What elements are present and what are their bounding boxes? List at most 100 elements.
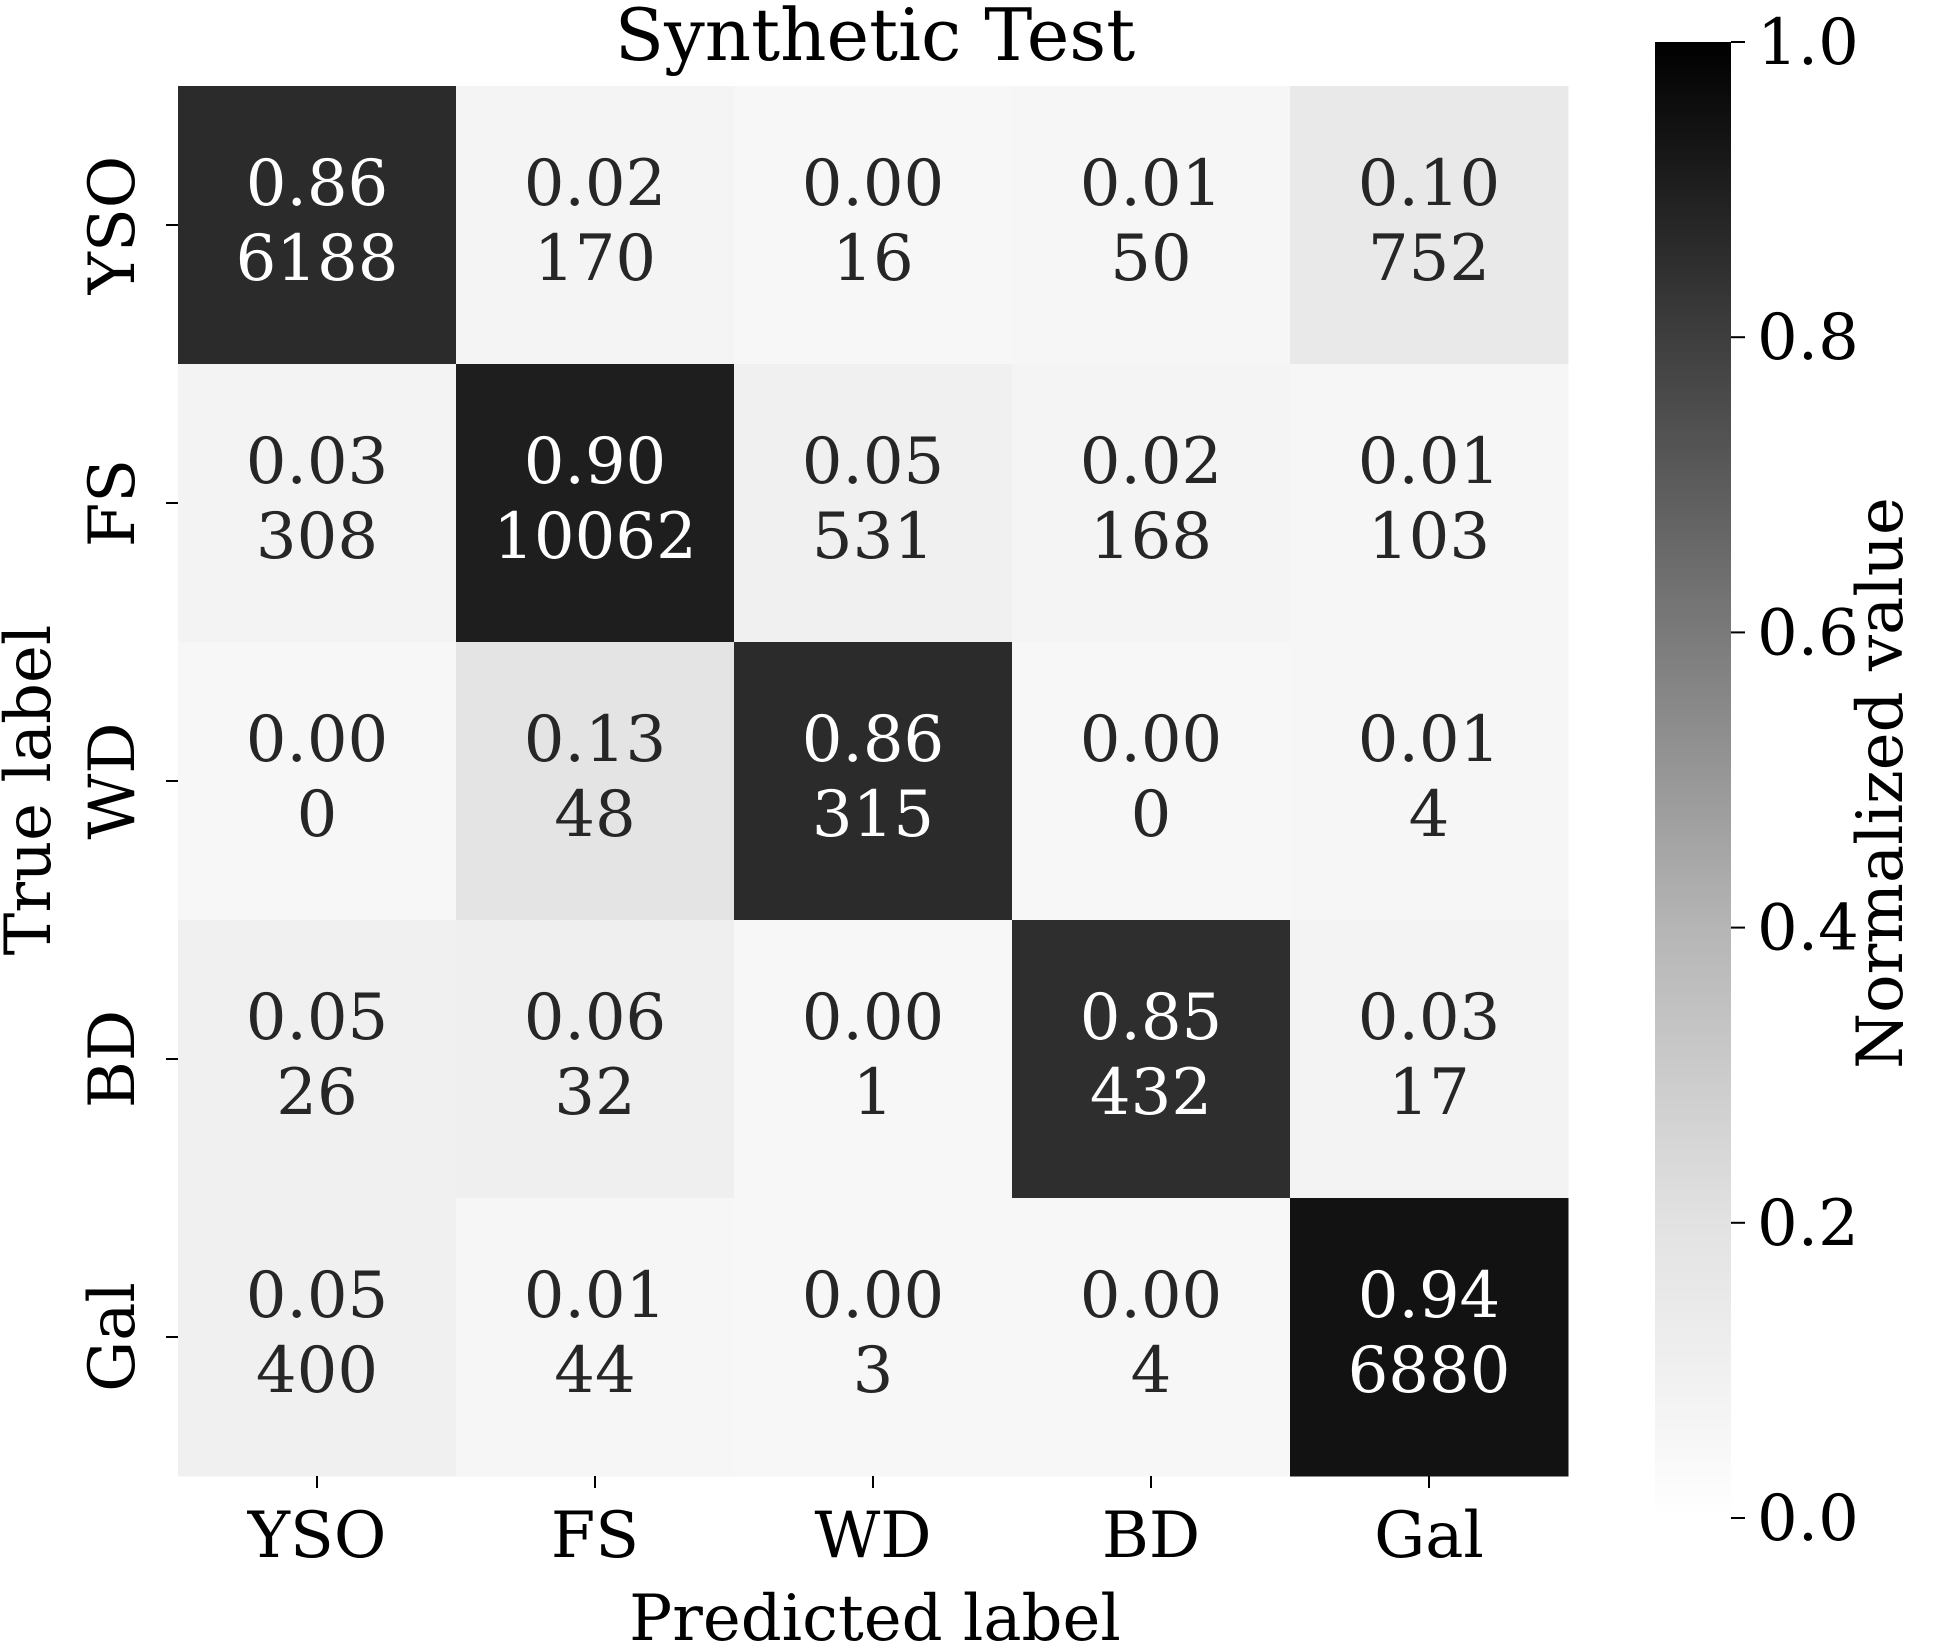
heatmap-cell-rect (1012, 642, 1291, 921)
cell-count-value: 44 (554, 1334, 635, 1408)
colorbar-tick-label: 0.2 (1757, 1187, 1859, 1261)
cell-count-value: 26 (276, 1056, 357, 1130)
cell-normalized-value: 0.01 (1358, 703, 1501, 777)
y-tick-label: FS (76, 459, 150, 547)
cell-count-value: 48 (554, 778, 635, 852)
heatmap-cell-rect (1290, 920, 1569, 1199)
y-tick-label: BD (76, 1010, 150, 1108)
cell-count-value: 400 (256, 1334, 378, 1408)
colorbar-tick-label: 1.0 (1757, 6, 1859, 80)
heatmap-cell-rect (734, 642, 1013, 921)
colorbar-tick-label: 0.6 (1757, 596, 1859, 670)
cell-count-value: 0 (1131, 778, 1172, 852)
heatmap-cell-rect (734, 920, 1013, 1199)
cell-normalized-value: 0.03 (1358, 981, 1501, 1055)
cell-normalized-value: 0.86 (802, 703, 945, 777)
heatmap-cell-rect (1012, 364, 1291, 643)
x-tick-label: FS (551, 1499, 639, 1573)
cell-normalized-value: 0.06 (524, 981, 667, 1055)
cell-count-value: 6880 (1348, 1334, 1511, 1408)
heatmap-cell: 0.014 (1290, 642, 1569, 921)
heatmap-cell-rect (734, 1198, 1013, 1477)
heatmap-cell-rect (734, 364, 1013, 643)
colorbar-label: Normalized value (1844, 497, 1918, 1069)
cell-count-value: 4 (1131, 1334, 1172, 1408)
y-tick-label: Gal (76, 1282, 150, 1392)
x-axis: YSO FS WD BD Gal (247, 1476, 1484, 1573)
cell-normalized-value: 0.03 (246, 425, 389, 499)
heatmap-cell-rect (734, 86, 1013, 365)
heatmap-cell-rect (456, 920, 735, 1199)
heatmap-cells: 0.8661880.021700.00160.01500.107520.0330… (178, 86, 1569, 1477)
cell-normalized-value: 0.00 (802, 1259, 945, 1333)
cell-normalized-value: 0.00 (1080, 1259, 1223, 1333)
heatmap-cell: 0.003 (734, 1198, 1013, 1477)
cell-normalized-value: 0.01 (1358, 425, 1501, 499)
cell-count-value: 168 (1090, 500, 1212, 574)
heatmap-cell: 0.001 (734, 920, 1013, 1199)
colorbar: 0.0 0.2 0.4 0.6 0.8 1.0 (1655, 6, 1859, 1556)
heatmap-cell-rect (1290, 364, 1569, 643)
cell-normalized-value: 0.00 (1080, 703, 1223, 777)
y-tick-label: WD (76, 722, 150, 839)
y-tick-label: YSO (76, 156, 150, 296)
heatmap-cell: 0.004 (1012, 1198, 1291, 1477)
x-axis-label: Predicted label (629, 1582, 1121, 1641)
cell-count-value: 3 (853, 1334, 894, 1408)
cell-normalized-value: 0.01 (524, 1259, 667, 1333)
cell-normalized-value: 0.00 (802, 147, 945, 221)
cell-normalized-value: 0.05 (802, 425, 945, 499)
colorbar-tick-label: 0.4 (1757, 892, 1859, 966)
cell-normalized-value: 0.00 (246, 703, 389, 777)
heatmap-cell-rect (1012, 1198, 1291, 1477)
heatmap-cell-rect (178, 86, 457, 365)
cell-count-value: 32 (554, 1056, 635, 1130)
cell-normalized-value: 0.02 (1080, 425, 1223, 499)
heatmap-cell-rect (178, 1198, 457, 1477)
cell-normalized-value: 0.01 (1080, 147, 1223, 221)
cell-normalized-value: 0.00 (802, 981, 945, 1055)
x-tick-label: Gal (1374, 1499, 1484, 1573)
heatmap-cell-rect (1012, 86, 1291, 365)
heatmap-cell-rect (1012, 920, 1291, 1199)
y-axis-label: True label (0, 625, 66, 956)
heatmap-cell-rect (456, 1198, 735, 1477)
heatmap-cell-rect (456, 364, 735, 643)
cell-count-value: 432 (1090, 1056, 1212, 1130)
heatmap-cell-rect (456, 86, 735, 365)
cell-normalized-value: 0.05 (246, 1259, 389, 1333)
x-tick-label: WD (814, 1499, 931, 1573)
y-axis: YSO FS WD BD Gal (76, 156, 178, 1392)
cell-normalized-value: 0.10 (1358, 147, 1501, 221)
heatmap-cell: 0.000 (178, 642, 457, 921)
cell-normalized-value: 0.02 (524, 147, 667, 221)
cell-normalized-value: 0.94 (1358, 1259, 1501, 1333)
heatmap-cell-rect (178, 920, 457, 1199)
heatmap-cell-rect (1290, 1198, 1569, 1477)
cell-count-value: 531 (812, 500, 934, 574)
heatmap-cell-rect (456, 642, 735, 921)
cell-count-value: 170 (534, 222, 656, 296)
chart-title: Synthetic Test (615, 0, 1135, 77)
heatmap-cell-rect (178, 642, 457, 921)
x-tick-label: BD (1102, 1499, 1200, 1573)
cell-count-value: 16 (832, 222, 913, 296)
cell-normalized-value: 0.85 (1080, 981, 1223, 1055)
cell-count-value: 1 (853, 1056, 894, 1130)
cell-count-value: 50 (1110, 222, 1191, 296)
